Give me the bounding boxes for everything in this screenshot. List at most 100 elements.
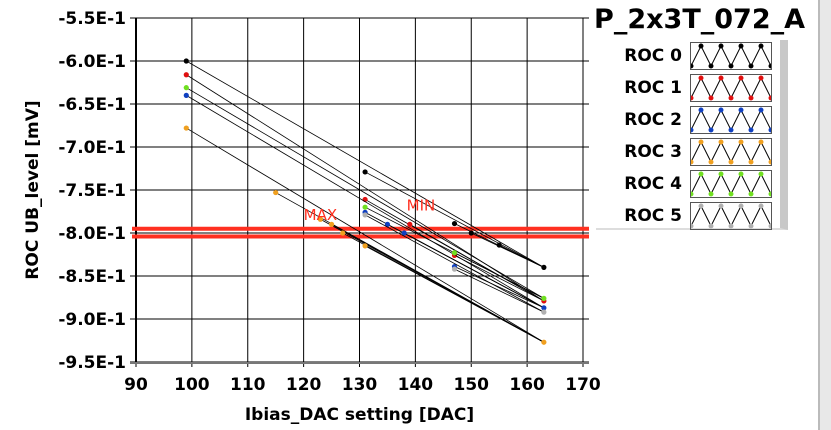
series-line (454, 255, 545, 302)
x-tick-label: 90 (124, 375, 148, 395)
series-line (364, 214, 545, 313)
legend-marker (728, 223, 734, 229)
legend-swatch-icon (690, 170, 772, 198)
legend-marker (728, 95, 734, 101)
legend-line (691, 204, 771, 228)
legend-marker (728, 191, 734, 197)
data-point (541, 264, 547, 270)
legend-marker (768, 191, 771, 197)
data-point (183, 85, 189, 91)
legend-swatch-icon (690, 202, 772, 230)
data-point (362, 169, 368, 175)
legend-line (691, 76, 771, 100)
legend-marker (768, 223, 771, 229)
data-point (183, 58, 189, 64)
legend-marker (698, 139, 704, 145)
series-line (499, 244, 545, 268)
data-point (401, 230, 407, 236)
data-point (541, 295, 547, 301)
legend-marker (728, 63, 734, 69)
legend-marker (758, 171, 764, 177)
legend-marker (708, 159, 714, 165)
legend-label: ROC 5 (624, 206, 682, 226)
series-line (454, 252, 545, 299)
legend-marker (748, 191, 754, 197)
legend-marker (728, 127, 734, 133)
legend-line (691, 172, 771, 196)
legend-marker (768, 159, 771, 165)
x-tick-label: 120 (286, 375, 322, 395)
legend-line (691, 44, 771, 68)
series-line (186, 95, 545, 309)
annotation-min: MIN (407, 197, 436, 215)
series-line (404, 232, 545, 309)
data-point (407, 221, 413, 227)
legend-marker (708, 191, 714, 197)
data-point (317, 216, 323, 222)
data-point (183, 72, 189, 78)
data-point (541, 305, 547, 311)
series-line (454, 266, 545, 309)
y-tick-label: -5.5E-1 (58, 9, 126, 29)
x-tick-label: 130 (342, 375, 378, 395)
legend-marker (748, 63, 754, 69)
legend-marker (738, 139, 744, 145)
legend-marker (691, 95, 694, 101)
legend-marker (698, 43, 704, 49)
y-tick-label: -6.5E-1 (58, 95, 126, 115)
legend-marker (691, 223, 694, 229)
legend-marker (738, 107, 744, 113)
data-point (362, 212, 368, 218)
legend: ROC 0 ROC 1 ROC 2 ROC 3 ROC 4 ROC 5 (596, 40, 788, 230)
x-tick-label: 100 (174, 375, 210, 395)
legend-marker (698, 107, 704, 113)
legend-marker (758, 139, 764, 145)
legend-marker (718, 43, 724, 49)
data-point (496, 242, 502, 248)
legend-marker (691, 63, 694, 69)
legend-marker (691, 191, 694, 197)
legend-marker (698, 75, 704, 81)
y-tick-label: -9.0E-1 (58, 310, 126, 330)
y-tick-label: -6.0E-1 (58, 52, 126, 72)
data-point (541, 309, 547, 315)
series-line (409, 224, 545, 302)
legend-marker (718, 171, 724, 177)
legend-swatch-icon (690, 138, 772, 166)
x-tick-label: 160 (509, 375, 545, 395)
legend-marker (691, 159, 694, 165)
series-line (454, 268, 545, 313)
legend-marker (748, 223, 754, 229)
data-point (451, 250, 458, 256)
data-point (468, 230, 474, 236)
series-line (186, 60, 545, 268)
legend-marker (698, 171, 704, 177)
data-point (362, 204, 368, 210)
legend-item: ROC 3 (596, 136, 780, 168)
series-line (186, 127, 545, 343)
legend-swatch-icon (690, 42, 772, 70)
x-tick-label: 150 (454, 375, 490, 395)
legend-marker (728, 159, 734, 165)
legend-marker (738, 75, 744, 81)
legend-line (691, 140, 771, 164)
legend-marker (718, 75, 724, 81)
y-tick-label: -8.5E-1 (58, 267, 126, 287)
window-border (818, 0, 831, 430)
series-line (364, 245, 545, 343)
data-point (273, 189, 279, 196)
data-point (340, 230, 346, 236)
legend-marker (768, 95, 771, 101)
x-tick-label: 170 (565, 375, 601, 395)
x-axis-label: Ibias_DAC setting [DAC] (245, 405, 474, 425)
series-line (186, 87, 545, 299)
legend-item: ROC 2 (596, 104, 780, 136)
legend-label: ROC 2 (624, 110, 682, 130)
legend-item: ROC 5 (596, 200, 780, 232)
chart-title: P_2x3T_072_A (594, 4, 805, 35)
annotation-max: MAX (304, 206, 337, 224)
legend-label: ROC 3 (624, 142, 682, 162)
data-point (183, 92, 189, 98)
